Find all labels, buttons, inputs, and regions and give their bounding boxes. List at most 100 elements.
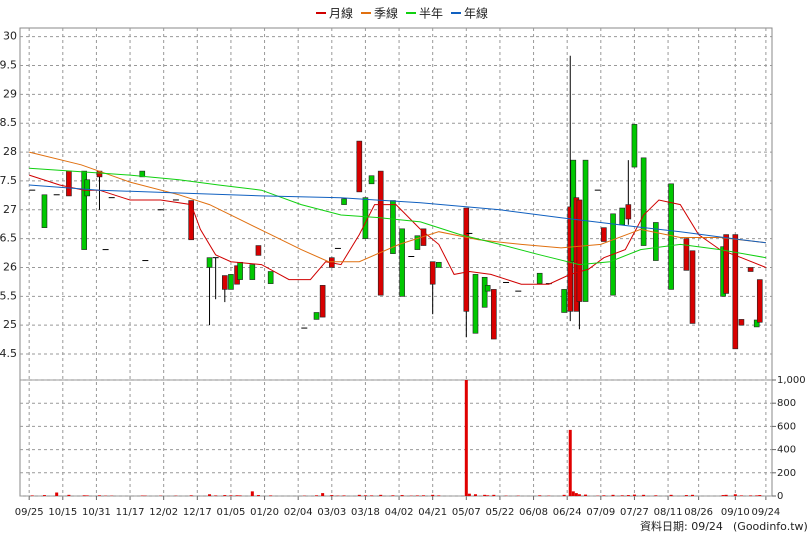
candle-body (756, 279, 763, 323)
volume-bar (574, 493, 578, 496)
x-tick-label: 06/08 (519, 507, 548, 518)
volume-bar (758, 495, 762, 496)
x-tick-label: 09/25 (15, 507, 44, 518)
volume-bar (568, 429, 572, 496)
x-tick-label: 04/21 (418, 507, 447, 518)
y-tick-label: 27 (3, 203, 17, 216)
candle-body (237, 261, 243, 280)
y-tick-label: 29.5 (0, 59, 17, 72)
volume-bar (238, 495, 242, 496)
volume-bar (654, 495, 658, 496)
candle-body (732, 234, 739, 350)
volume-bar (749, 495, 753, 496)
candle-body (390, 200, 396, 254)
x-tick-label: 03/03 (317, 507, 346, 518)
candle-body (653, 222, 659, 261)
volume-bar (626, 495, 630, 496)
volume-bar (755, 495, 759, 496)
volume-bar (214, 495, 218, 496)
volume-tick-label: 0 (777, 491, 783, 502)
volume-bar (391, 495, 395, 496)
volume-bar (724, 494, 728, 496)
candle-body (561, 289, 567, 313)
volume-bar (330, 495, 334, 496)
volume-bar (739, 495, 743, 496)
candle-body (576, 199, 583, 302)
legend-label: 年線 (464, 6, 488, 21)
volume-bar (611, 494, 615, 496)
volume-bar (632, 494, 636, 496)
candle-body (463, 207, 470, 312)
candle-body (222, 275, 228, 290)
x-tick-label: 12/17 (183, 507, 212, 518)
volume-bar (620, 495, 624, 496)
volume-bar (431, 494, 435, 496)
volume-bar (464, 380, 468, 496)
volume-bar (584, 494, 588, 496)
candle-body (582, 159, 589, 302)
volume-bar (400, 495, 404, 496)
volume-bar (437, 495, 441, 496)
candle-body (689, 250, 696, 324)
candle-body (429, 261, 436, 285)
candle-body (491, 289, 497, 340)
volume-tick-label: 1,000 (777, 375, 806, 386)
volume-bar (642, 494, 646, 496)
volume-bar (235, 495, 239, 496)
volume-bar (577, 494, 581, 496)
candle-body (414, 235, 421, 250)
x-tick-label: 10/31 (82, 507, 111, 518)
candle-body (377, 170, 384, 296)
x-tick-label: 02/04 (284, 507, 313, 518)
y-tick-label: 25 (3, 318, 17, 331)
volume-bar (189, 495, 193, 496)
ma-line (29, 151, 766, 263)
volume-bar (669, 494, 673, 496)
volume-bar (379, 494, 383, 496)
volume-bar (721, 495, 725, 496)
x-tick-label: 06/24 (553, 507, 582, 518)
volume-bar (229, 495, 233, 496)
y-tick-label: 28 (3, 145, 17, 158)
y-tick-label: 27.5 (0, 174, 17, 187)
volume-bar (208, 494, 212, 496)
legend-label: 半年 (419, 7, 443, 21)
volume-tick-label: 200 (777, 468, 796, 479)
candle-body (640, 157, 647, 246)
volume-bar (562, 494, 566, 496)
candle-body (319, 285, 326, 318)
candle-body (267, 271, 274, 284)
candle-body (356, 140, 363, 193)
ma-line (29, 184, 766, 244)
x-tick-label: 12/02 (149, 507, 178, 518)
volume-bar (321, 493, 325, 496)
candle-body (753, 319, 760, 328)
volume-tick-label: 400 (777, 445, 796, 456)
volume-bar (422, 495, 426, 496)
x-tick-label: 05/22 (486, 507, 515, 518)
volume-bar (571, 491, 575, 496)
volume-tick-label: 600 (777, 421, 796, 432)
volume-bar (315, 495, 319, 496)
candle-body (683, 238, 690, 271)
source: (Goodinfo.tw) (733, 520, 808, 533)
x-tick-label: 01/05 (217, 507, 246, 518)
data-date: 資料日期: 09/24 (640, 519, 723, 533)
volume-bar (269, 495, 273, 496)
volume-bar (733, 494, 737, 496)
candle-body (206, 257, 213, 268)
volume-bar (42, 495, 46, 496)
volume-bar (602, 495, 606, 496)
volume-bar (483, 494, 487, 496)
candle-body (484, 285, 491, 292)
y-tick-label: 26 (3, 260, 17, 273)
y-tick-label: 30 (3, 30, 17, 43)
candle-body (399, 228, 405, 297)
volume-bar (250, 491, 254, 496)
y-tick-label: 28.5 (0, 116, 17, 129)
x-tick-label: 04/02 (385, 507, 414, 518)
volume-bar (684, 495, 688, 496)
candle-body (249, 264, 256, 280)
volume-bar (492, 494, 496, 496)
